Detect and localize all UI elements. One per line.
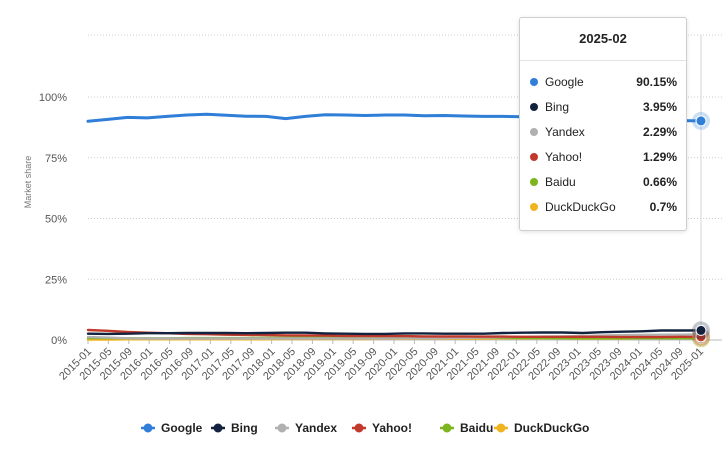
legend-label: DuckDuckGo bbox=[514, 421, 589, 435]
tooltip-series-dot bbox=[530, 103, 538, 111]
legend-item-baidu[interactable]: Baidu bbox=[440, 421, 493, 435]
tooltip-row: Bing 3.95% bbox=[530, 98, 677, 118]
chart-legend[interactable]: Google Bing Yandex Yahoo! Baidu DuckDuckGo bbox=[141, 421, 589, 435]
tooltip-title: 2025-02 bbox=[520, 18, 686, 61]
legend-label: Bing bbox=[231, 421, 258, 435]
legend-label: Yahoo! bbox=[372, 421, 412, 435]
series-lines[interactable] bbox=[86, 112, 703, 341]
tooltip-series-dot bbox=[530, 203, 538, 211]
legend-item-google[interactable]: Google bbox=[141, 421, 203, 435]
tooltip-series-name: Baidu bbox=[545, 175, 576, 189]
legend-label: Baidu bbox=[460, 421, 493, 435]
legend-swatch-dot bbox=[277, 423, 287, 433]
tooltip-series-name: Yandex bbox=[545, 125, 585, 139]
tooltip-row: Yandex 2.29% bbox=[530, 123, 677, 143]
tooltip-series-name: DuckDuckGo bbox=[545, 200, 616, 214]
y-tick-label: 75% bbox=[45, 153, 67, 165]
hover-markers bbox=[692, 35, 710, 348]
tooltip-series-name: Bing bbox=[545, 100, 570, 114]
tooltip-row: DuckDuckGo 0.7% bbox=[530, 198, 677, 218]
tooltip-series-dot bbox=[530, 128, 538, 136]
tooltip-series-dot bbox=[530, 178, 538, 186]
hover-tooltip: 2025-02 Google 90.15% Bing 3.95% Yandex 2.29%… bbox=[519, 17, 687, 231]
y-tick-label: 50% bbox=[45, 214, 67, 226]
tooltip-series-value: 3.95% bbox=[642, 100, 677, 114]
tooltip-series-value: 0.7% bbox=[649, 200, 677, 214]
tooltip-series-value: 1.29% bbox=[642, 150, 677, 164]
legend-label: Yandex bbox=[295, 421, 337, 435]
tooltip-row: Baidu 0.66% bbox=[530, 173, 677, 193]
legend-swatch-dot bbox=[143, 423, 153, 433]
tooltip-row: Google 90.15% bbox=[530, 73, 677, 93]
legend-item-yandex[interactable]: Yandex bbox=[275, 421, 337, 435]
legend-swatch-dot bbox=[496, 423, 506, 433]
tooltip-series-value: 0.66% bbox=[642, 175, 677, 189]
y-axis-title: Market share bbox=[23, 156, 33, 209]
legend-swatch-dot bbox=[354, 423, 364, 433]
tooltip-row: Yahoo! 1.29% bbox=[530, 148, 677, 168]
tooltip-series-value: 2.29% bbox=[642, 125, 677, 139]
series-line-bing[interactable] bbox=[86, 329, 703, 336]
legend-item-yahoo[interactable]: Yahoo! bbox=[352, 421, 412, 435]
hover-point bbox=[695, 324, 707, 336]
legend-item-duckduckgo[interactable]: DuckDuckGo bbox=[494, 421, 589, 435]
y-tick-label: 25% bbox=[45, 274, 67, 286]
legend-swatch-dot bbox=[442, 423, 452, 433]
y-tick-label: 100% bbox=[39, 92, 67, 104]
hover-point bbox=[695, 115, 707, 127]
y-tick-label: 0% bbox=[51, 335, 67, 347]
tooltip-series-dot bbox=[530, 78, 538, 86]
tooltip-series-dot bbox=[530, 153, 538, 161]
legend-label: Google bbox=[161, 421, 203, 435]
tooltip-series-name: Google bbox=[545, 75, 584, 89]
tooltip-series-name: Yahoo! bbox=[545, 150, 583, 164]
y-axis-ticks: 0% 25% 50% 75% 100% bbox=[39, 92, 67, 347]
legend-item-bing[interactable]: Bing bbox=[211, 421, 258, 435]
tooltip-series-value: 90.15% bbox=[636, 75, 677, 89]
legend-swatch-dot bbox=[213, 423, 223, 433]
x-axis-ticks: 2015-012015-052015-092016-012016-052016-… bbox=[57, 340, 706, 383]
